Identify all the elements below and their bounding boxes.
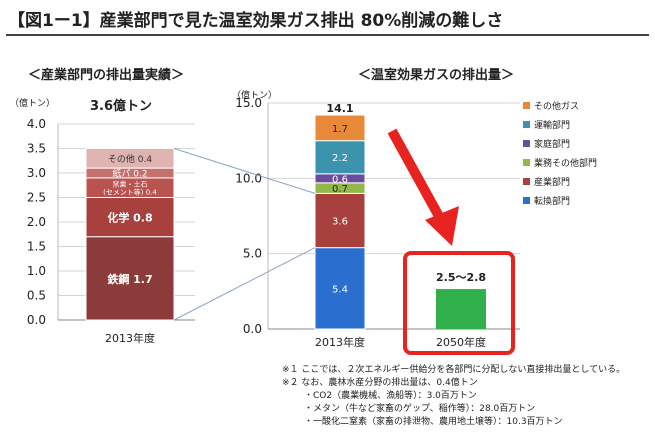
left-segment-label: 化学 0.8 [107,211,152,225]
legend-label: 転換部門 [534,195,570,207]
left-y-tick-label: 0.0 [27,313,46,327]
target-highlight-box [403,251,515,355]
left-y-tick-label: 3.0 [27,166,46,180]
page-title: 【図1ー1】産業部門で見た温室効果ガス排出 80%削減の難しさ [8,11,504,31]
legend-label: その他ガス [534,100,579,112]
left-y-tick-label: 0.5 [27,289,46,303]
right-bar-segment [314,140,366,175]
right-chart-subtitle: ＜温室効果ガスの排出量＞ [358,68,515,83]
right-segment-label: 0.7 [332,184,348,195]
connector-line-top [173,148,316,194]
left-segment-label: 紙パ 0.2 [112,168,147,180]
right-x-category-label: 2050年度 [436,335,486,349]
left-segment-label: (セメント等) 0.4 [103,188,157,197]
legend-swatch [523,159,530,166]
right-y-tick-label: 0.0 [243,322,262,336]
right-y-tick-label: 5.0 [243,247,262,261]
left-y-tick-label: 2.0 [27,215,46,229]
legend-swatch [523,197,530,204]
right-segment-label: 2.2 [332,153,348,164]
right-bar-total-label: 14.1 [326,102,353,115]
footnote-2-item-methane: ・メタン（牛など家畜のゲップ、稲作等）：28.0百万トン [304,404,536,414]
left-y-unit: （億トン） [10,99,56,109]
right-segment-label: 5.4 [332,284,348,295]
right-segment-label: 3.6 [332,217,348,228]
left-segment-label: その他 0.4 [108,153,152,165]
legend-label: 業務その他部門 [534,157,597,169]
right-bar-segment [314,247,366,330]
right-y-unit: （億トン） [232,91,278,101]
legend-swatch [523,102,530,109]
right-segment-label: 1.7 [332,124,348,135]
left-y-tick-label: 1.5 [27,240,46,254]
left-y-tick-label: 2.5 [27,191,46,205]
footnote-2-item-co2: ・CO2（農業機械、漁船等）：3.0百万トン [304,391,477,401]
reduction-arrow-shaft [387,128,446,223]
right-x-category-label: 2013年度 [315,335,365,349]
right-y-tick-label: 10.0 [235,171,262,185]
left-total-label: 3.6億トン [90,99,153,114]
reduction-arrow-head [425,206,459,246]
footnote-2-item-n2o: ・一酸化二窒素（家畜の排泄物、農用地土壌等）：10.3百万トン [304,417,563,427]
left-y-tick-label: 1.0 [27,264,46,278]
left-bar-segment [85,197,175,238]
footnotes: ※１ ここでは、２次エネルギー供給分を各部門に分配しない直接排出量としている。 … [282,364,625,429]
legend-label: 家庭部門 [534,138,570,150]
right-y-tick-label: 15.0 [235,96,262,110]
left-segment-label: 鉄鋼 1.7 [107,272,152,286]
left-y-tick-label: 4.0 [27,117,46,131]
right-bar-segment [314,114,366,142]
footnote-2: ※２ なお、農林水産分野の排出量は、0.4億トン [282,378,478,388]
left-chart-subtitle: ＜産業部門の排出量実績＞ [28,68,185,83]
right-target-total-label: 2.5～2.8 [436,271,486,284]
right-segment-label: 0.6 [332,174,348,185]
left-y-tick-label: 3.5 [27,142,46,156]
legend-swatch [523,178,530,185]
title-underline [6,34,649,36]
right-bar-segment [314,192,366,249]
footnote-1: ※１ ここでは、２次エネルギー供給分を各部門に分配しない直接排出量としている。 [282,365,626,375]
legend-swatch [523,140,530,147]
legend-swatch [523,121,530,128]
left-x-category-label: 2013年度 [105,331,155,345]
legend-label: 運輸部門 [534,119,570,131]
left-segment-label: 窯業・土石 [113,180,148,189]
legend-label: 産業部門 [534,176,570,188]
right-target-bar [436,289,486,329]
connector-line-bottom [173,247,316,321]
left-bar-segment [85,148,175,169]
